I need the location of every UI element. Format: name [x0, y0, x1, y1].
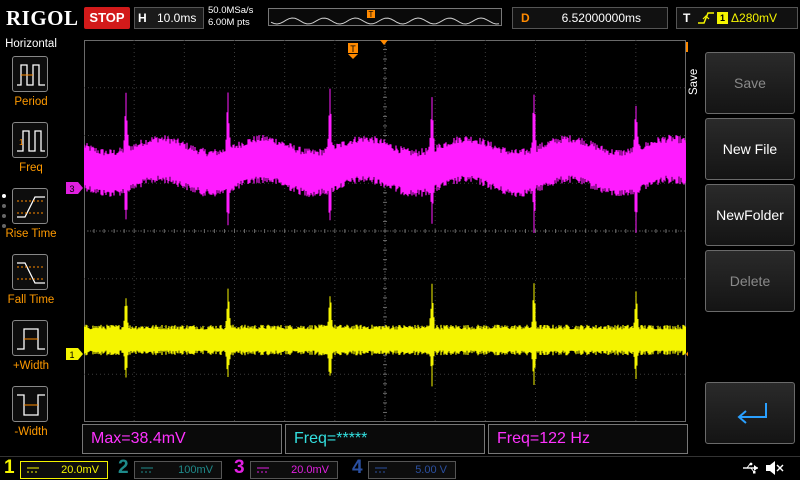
channel-1-status[interactable]: 1 20.0mV — [4, 457, 112, 479]
channel-4-scale: 5.00 V — [415, 464, 447, 476]
menu-page-indicator — [2, 194, 8, 234]
frequency-icon: 1 — [12, 122, 48, 158]
dc-coupling-icon — [257, 467, 269, 473]
dc-coupling-icon — [375, 467, 387, 473]
measurement-max[interactable]: Max=38.4mV — [82, 424, 282, 454]
measure-positive-width-label: +Width — [12, 360, 50, 372]
svg-text:1: 1 — [69, 350, 74, 360]
measure-period-item[interactable]: Period — [0, 56, 62, 118]
measurement-menu: Horizontal Period 1 Freq Rise Time Fall … — [0, 36, 62, 456]
trigger-label: T — [683, 11, 691, 25]
channel-3-scale: 20.0mV — [291, 464, 329, 476]
delay-label: D — [521, 11, 530, 25]
timebase-label: H — [138, 11, 147, 25]
channel-3-status[interactable]: 3 20.0mV — [234, 457, 342, 479]
timebase-display[interactable]: H 10.0ms — [134, 7, 204, 29]
right-edge-marker — [686, 42, 688, 52]
measure-positive-width-item[interactable]: +Width — [0, 320, 62, 382]
brand-logo: RIGOL — [6, 6, 79, 30]
trigger-settings-display[interactable]: T 1 Δ280mV — [676, 7, 798, 29]
svg-text:1: 1 — [19, 138, 24, 147]
return-button[interactable] — [705, 382, 795, 444]
channel-4-number: 4 — [352, 457, 363, 478]
waveform-display[interactable]: T — [84, 40, 686, 422]
run-stop-indicator[interactable]: STOP — [84, 7, 130, 29]
measure-fall-time-item[interactable]: Fall Time — [0, 254, 62, 316]
measure-negative-width-label: -Width — [14, 426, 48, 438]
measure-negative-width-item[interactable]: -Width — [0, 386, 62, 448]
channel-3-number: 3 — [234, 457, 245, 478]
measure-fall-time-label: Fall Time — [7, 294, 55, 306]
trigger-source-badge: 1 — [717, 12, 728, 24]
channel-2-scale: 100mV — [178, 464, 213, 476]
channel-1-offset-marker[interactable]: 1 — [66, 346, 84, 362]
measure-rise-time-item[interactable]: Rise Time — [0, 188, 62, 250]
delay-value: 6.52000000ms — [561, 11, 641, 25]
measure-rise-time-label: Rise Time — [5, 228, 57, 240]
memory-waveform-preview: T — [270, 10, 500, 25]
trigger-position-indicator[interactable]: T — [348, 43, 358, 59]
period-icon — [12, 56, 48, 92]
horizontal-delay-display[interactable]: D 6.52000000ms — [512, 7, 668, 29]
save-button[interactable]: Save — [705, 52, 795, 114]
channel-3-waveform — [84, 88, 686, 233]
new-file-button[interactable]: New File — [705, 118, 795, 180]
channel-3-offset-marker[interactable]: 3 — [66, 180, 84, 196]
delete-button[interactable]: Delete — [705, 250, 795, 312]
measurement-freq-ch3[interactable]: Freq=122 Hz — [488, 424, 688, 454]
dc-coupling-icon — [141, 467, 153, 473]
usb-icon — [743, 462, 758, 474]
rise-time-icon — [12, 188, 48, 224]
rising-edge-icon — [698, 12, 714, 24]
fall-time-icon — [12, 254, 48, 290]
positive-width-icon — [12, 320, 48, 356]
dc-coupling-icon — [27, 467, 39, 473]
trigger-position-marker — [367, 10, 375, 18]
measurement-freq-ch3-text: Freq=122 Hz — [497, 430, 590, 447]
channel-1-waveform — [84, 283, 686, 387]
channel-status-bar: 1 20.0mV 2 100mV 3 20.0mV 4 5.00 V — [0, 456, 800, 480]
measurement-freq-ch1[interactable]: Freq=***** — [285, 424, 485, 454]
measurement-max-text: Max=38.4mV — [91, 430, 186, 447]
channel-1-number: 1 — [4, 457, 15, 478]
measure-frequency-label: Freq — [19, 162, 43, 174]
center-time-marker — [380, 40, 388, 45]
trigger-level: Δ280mV — [731, 11, 778, 25]
new-folder-button[interactable]: NewFolder — [705, 184, 795, 246]
acquisition-info: 50.0MSa/s 6.00M pts — [208, 5, 268, 29]
graticule — [84, 40, 686, 422]
sample-rate: 50.0MSa/s — [208, 5, 254, 16]
svg-text:T: T — [350, 44, 356, 54]
svg-text:3: 3 — [69, 184, 74, 194]
channel-2-status[interactable]: 2 100mV — [118, 457, 226, 479]
negative-width-icon — [12, 386, 48, 422]
measure-frequency-item[interactable]: 1 Freq — [0, 122, 62, 184]
channel-1-scale: 20.0mV — [61, 464, 99, 476]
memory-position-bar[interactable]: T — [268, 8, 502, 26]
speaker-muted-icon[interactable] — [764, 460, 784, 476]
return-arrow-icon — [737, 403, 767, 424]
measure-period-label: Period — [14, 96, 48, 108]
channel-4-status[interactable]: 4 5.00 V — [352, 457, 460, 479]
save-menu-title: Save — [688, 68, 700, 96]
top-status-bar: RIGOL STOP H 10.0ms 50.0MSa/s 6.00M pts … — [0, 0, 800, 36]
memory-depth: 6.00M pts — [208, 17, 250, 28]
measurement-freq-ch1-text: Freq=***** — [294, 430, 368, 447]
measurement-menu-title: Horizontal — [5, 38, 57, 50]
trigger-marker-label: T — [369, 10, 374, 19]
timebase-value: 10.0ms — [157, 11, 197, 25]
channel-2-number: 2 — [118, 457, 129, 478]
